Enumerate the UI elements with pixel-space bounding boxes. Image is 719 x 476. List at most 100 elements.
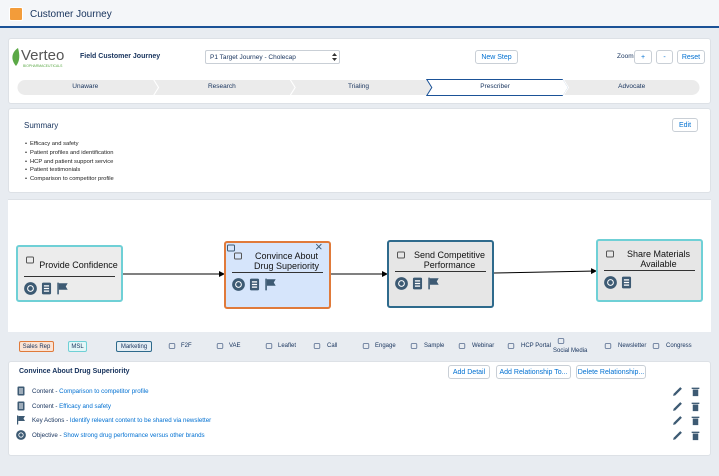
flag — [266, 279, 276, 286]
legend-channel: VAE — [229, 343, 241, 349]
ring — [28, 286, 33, 291]
summary-bullet-text: HCP and patient support service — [30, 158, 114, 165]
icon-other — [652, 343, 660, 349]
brand: Verteo — [21, 47, 65, 64]
glyph — [557, 338, 565, 344]
line — [623, 284, 630, 286]
path-stage-label[interactable]: Advocate — [618, 83, 646, 90]
legend-channel: Webinar — [472, 343, 495, 349]
detail-type: Objective — [32, 431, 58, 439]
detail-link[interactable]: Efficacy and safety — [59, 402, 111, 410]
legend-channel: HCP Portal — [521, 343, 551, 349]
bin — [692, 404, 699, 411]
lid — [691, 402, 700, 404]
icon-pencil[interactable] — [672, 430, 683, 441]
pole — [265, 278, 267, 291]
brand-sub: BIOPHARMACEUTICALS — [23, 64, 63, 68]
icon-trash[interactable] — [690, 401, 701, 412]
legend-channel: Engage — [375, 343, 396, 349]
legend-channel: Sample — [424, 343, 445, 349]
icon-trash[interactable] — [690, 430, 701, 441]
glyph — [216, 343, 224, 349]
pencil — [673, 416, 682, 426]
detail-row-text: Objective - Show strong drug performance… — [32, 432, 205, 439]
close-node[interactable]: × — [315, 239, 323, 254]
summary-bullet: • — [25, 149, 28, 156]
line — [19, 392, 23, 394]
node-divider — [24, 276, 115, 277]
icon-pencil[interactable] — [672, 401, 683, 412]
new-step-button[interactable]: New Step — [475, 50, 518, 64]
summary-bullet: • — [25, 167, 28, 174]
path-stage-label[interactable]: Prescriber — [480, 83, 510, 90]
bin — [692, 389, 699, 397]
pole — [428, 277, 430, 290]
glyph — [507, 343, 515, 349]
detail-link[interactable]: Show strong drug performance versus othe… — [63, 431, 205, 439]
icon-pencil[interactable] — [672, 415, 683, 426]
icon-pencil[interactable] — [672, 386, 683, 397]
node-label: Send Competitive Performance — [413, 249, 486, 270]
arrows — [332, 53, 337, 61]
icon-content — [17, 401, 25, 411]
icon-flag — [17, 415, 25, 425]
zoom-out-button[interactable]: - — [656, 50, 673, 64]
details-button[interactable]: Delete Relationship... — [576, 365, 646, 379]
pencil — [673, 401, 682, 411]
summary-bullet-text: Comparison to competitor profile — [30, 176, 114, 183]
node-label: Convince About Drug Superiority — [253, 250, 320, 271]
flag — [18, 416, 25, 422]
glyph — [604, 343, 612, 349]
summary-card — [8, 108, 711, 193]
icon-trash[interactable] — [690, 386, 701, 397]
flag — [429, 278, 439, 285]
icon-other — [265, 343, 273, 349]
details-button[interactable]: Add Detail — [448, 365, 490, 379]
header-bar — [0, 0, 719, 28]
glyph — [265, 343, 273, 349]
node-divider — [395, 271, 486, 272]
legend-channel: F2F — [181, 343, 192, 349]
journey-node[interactable] — [387, 240, 494, 308]
zoom-in-button[interactable]: + — [634, 50, 652, 64]
detail-link[interactable]: Identify relevant content to be shared v… — [69, 417, 212, 425]
node-divider — [232, 272, 323, 273]
line — [43, 290, 50, 292]
legend-role: MSL — [68, 341, 87, 352]
line — [19, 390, 23, 392]
icon-flag — [265, 278, 276, 291]
journey-select[interactable]: P1 Target Journey - Cholecap — [205, 50, 340, 64]
detail-separator: - — [53, 402, 60, 410]
header-title: Customer Journey — [30, 9, 112, 20]
glyph — [26, 256, 34, 264]
ring — [236, 282, 241, 287]
line — [251, 283, 258, 286]
path-stage-label[interactable]: Research — [207, 83, 236, 90]
icon-trash[interactable] — [690, 415, 701, 426]
icon-target — [24, 282, 37, 295]
summary-edit-button[interactable]: Edit — [672, 118, 698, 132]
line — [414, 280, 421, 282]
icon-content — [17, 386, 25, 396]
detail-separator: - — [64, 417, 70, 425]
reset-button[interactable]: Reset — [677, 50, 705, 64]
glyph — [362, 343, 370, 349]
journey-node[interactable] — [224, 241, 331, 309]
ring — [399, 281, 404, 286]
glyph — [652, 343, 660, 349]
detail-row-text: Content - Efficacy and safety — [32, 403, 111, 410]
icon-target — [395, 277, 408, 290]
icon-other — [216, 343, 224, 349]
line — [623, 279, 630, 281]
line — [43, 287, 50, 290]
legend-channel: Newsletter — [618, 343, 647, 349]
node-label: Share Materials Available — [626, 248, 691, 269]
line — [19, 403, 23, 405]
detail-link[interactable]: Comparison to competitor profile — [59, 388, 149, 395]
icon-other — [168, 343, 176, 349]
summary-title: Summary — [24, 121, 59, 130]
path-stage-label[interactable]: Unaware — [72, 83, 99, 90]
path-stage-label[interactable]: Trialing — [347, 83, 370, 90]
details-button[interactable]: Add Relationship To... — [496, 365, 571, 379]
